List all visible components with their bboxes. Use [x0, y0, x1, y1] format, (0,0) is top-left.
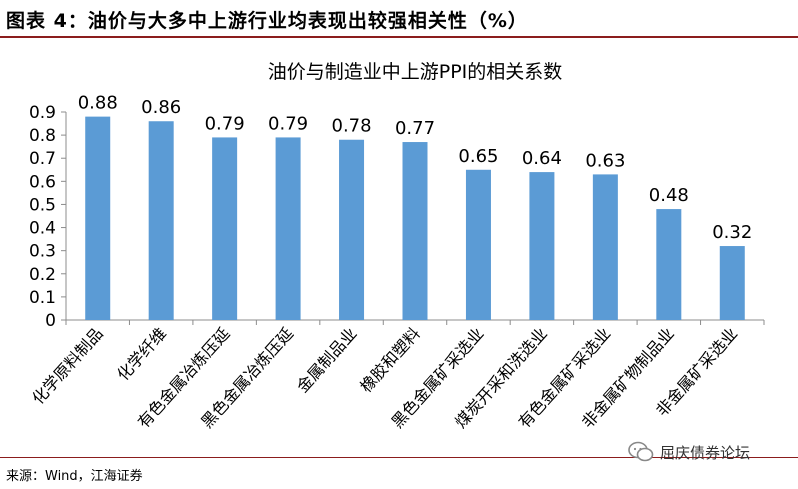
bar-7	[465, 169, 491, 320]
data-label: 0.86	[141, 97, 181, 118]
data-label: 0.79	[268, 113, 308, 134]
data-label: 0.88	[78, 93, 118, 114]
bar-5	[339, 139, 365, 320]
bar-4	[275, 137, 301, 320]
y-tick-label: 0.5	[29, 195, 56, 215]
bar-10	[656, 209, 682, 320]
bar-chart: 油价与制造业中上游PPI的相关系数 0 0.1 0.2 0.3 0.4 0.5 0.6 0.7…	[28, 61, 765, 432]
y-tick-label: 0.3	[29, 242, 56, 262]
y-tick-label: 0.9	[29, 103, 56, 123]
category-label: 橡胶和塑料	[356, 324, 424, 396]
bar-6	[402, 142, 428, 320]
data-label: 0.48	[649, 185, 689, 206]
header-rule	[0, 36, 798, 38]
y-tick-label: 0.4	[29, 219, 56, 239]
y-tick-label: 0.7	[29, 149, 56, 169]
y-tick-label: 0.8	[29, 126, 56, 146]
figure-caption: 图表 4：油价与大多中上游行业均表现出较强相关性（%）	[6, 10, 528, 32]
data-label: 0.32	[712, 222, 752, 243]
data-label: 0.79	[205, 113, 245, 134]
category-label: 金属制品业	[293, 324, 361, 396]
y-tick-label: 0.2	[29, 265, 56, 285]
bar-1	[85, 116, 111, 320]
data-label: 0.63	[585, 150, 625, 171]
bar-8	[529, 172, 555, 320]
source-note: 来源：Wind，江海证券	[6, 469, 143, 484]
category-label: 化学原料制品	[28, 324, 106, 408]
y-tick-label: 0.1	[29, 288, 56, 308]
data-label: 0.65	[458, 146, 498, 167]
data-label: 0.78	[332, 116, 372, 137]
watermark-text: 屈庆债券论坛	[660, 443, 751, 462]
bar-11	[719, 246, 745, 320]
bar-2	[148, 121, 174, 320]
data-label: 0.64	[522, 148, 562, 169]
footer-rule	[0, 457, 798, 458]
data-label: 0.77	[395, 118, 435, 139]
figure-header: 图表 4：油价与大多中上游行业均表现出较强相关性（%）	[0, 0, 798, 34]
chart-title: 油价与制造业中上游PPI的相关系数	[268, 61, 563, 83]
y-tick-label: 0.6	[29, 172, 56, 192]
wechat-icon	[628, 441, 654, 462]
bar-3	[212, 137, 238, 320]
y-tick-label: 0	[45, 311, 56, 331]
watermark: 屈庆债券论坛	[628, 440, 750, 464]
bar-9	[592, 174, 618, 320]
category-label: 化学纤维	[113, 324, 170, 384]
